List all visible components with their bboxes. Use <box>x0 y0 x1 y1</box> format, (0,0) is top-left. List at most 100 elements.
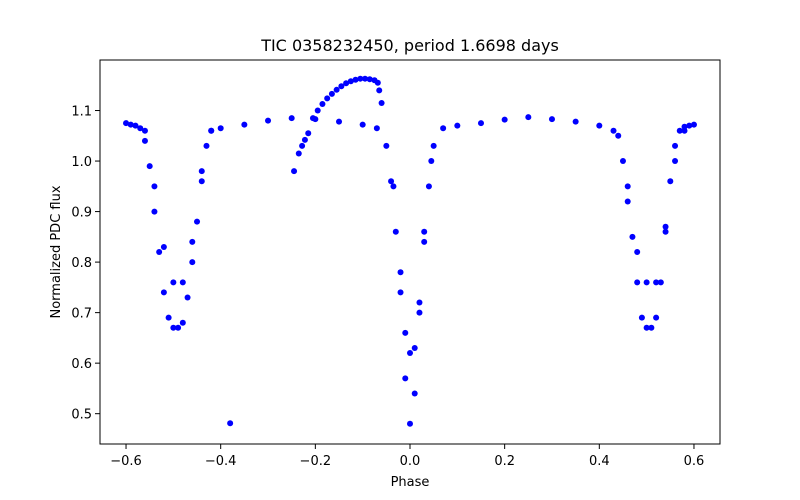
data-point <box>151 183 158 190</box>
data-point <box>227 420 234 427</box>
data-point <box>390 183 397 190</box>
y-tick-label: 0.5 <box>71 408 92 423</box>
data-point <box>165 314 172 321</box>
data-point <box>376 87 383 94</box>
x-tick-label: −0.2 <box>300 454 332 469</box>
data-point <box>362 75 369 82</box>
data-point <box>392 228 399 235</box>
data-point <box>156 249 163 255</box>
data-point <box>347 78 354 85</box>
data-point <box>548 116 555 123</box>
y-tick-label: 0.9 <box>71 206 92 221</box>
data-point <box>425 183 432 190</box>
data-point <box>343 80 350 87</box>
data-point <box>407 350 413 357</box>
data-point <box>328 90 335 97</box>
data-point <box>184 294 191 301</box>
data-point <box>411 345 418 351</box>
data-point <box>299 142 306 149</box>
y-axis-label: Normalized PDC flux <box>49 185 64 318</box>
series-1 <box>141 127 688 357</box>
data-point <box>648 324 655 331</box>
data-point <box>141 137 148 144</box>
data-point <box>596 122 603 129</box>
y-tick-label: 0.7 <box>71 307 92 322</box>
data-point <box>690 121 697 128</box>
data-point <box>265 117 272 124</box>
data-point <box>643 324 650 331</box>
data-point <box>198 168 205 175</box>
data-point <box>170 324 177 331</box>
data-point <box>619 158 626 165</box>
data-point <box>374 79 381 86</box>
data-point <box>638 314 645 321</box>
data-point <box>667 178 674 185</box>
data-point <box>359 121 366 128</box>
data-point <box>402 375 409 382</box>
data-point <box>662 223 669 230</box>
x-tick-label: 0.2 <box>494 454 515 469</box>
data-point <box>305 130 312 137</box>
data-point <box>440 125 447 132</box>
data-point <box>428 158 435 165</box>
data-point <box>629 233 636 240</box>
data-point <box>338 83 345 90</box>
data-point <box>160 243 167 250</box>
data-point <box>411 390 418 397</box>
data-point <box>123 120 130 127</box>
data-point <box>388 178 395 185</box>
data-point <box>288 115 295 122</box>
data-point <box>662 228 669 235</box>
series-2 <box>227 75 385 427</box>
data-point <box>373 125 380 132</box>
data-point <box>175 324 182 331</box>
data-point <box>686 122 693 129</box>
data-point <box>333 86 340 93</box>
data-point <box>634 279 641 286</box>
chart-title: TIC 0358232450, period 1.6698 days <box>260 36 559 55</box>
plot-area <box>123 75 697 427</box>
data-point <box>151 208 158 215</box>
data-point <box>416 309 423 316</box>
data-point <box>676 127 683 134</box>
x-axis-label: Phase <box>391 475 430 490</box>
data-point <box>672 158 679 165</box>
data-point <box>416 299 423 306</box>
data-point <box>241 121 248 128</box>
x-tick-label: −0.6 <box>110 454 142 469</box>
data-point <box>681 127 688 134</box>
data-point <box>615 132 622 139</box>
data-point <box>421 228 428 235</box>
data-point <box>407 420 413 427</box>
data-point <box>643 279 650 286</box>
data-point <box>402 329 409 336</box>
data-point <box>383 142 390 149</box>
x-tick-label: −0.4 <box>205 454 237 469</box>
data-point <box>672 142 679 149</box>
data-point <box>634 249 641 255</box>
data-point <box>324 95 331 102</box>
data-point <box>454 122 461 129</box>
data-point <box>319 100 326 107</box>
data-point <box>198 178 205 185</box>
data-point <box>572 118 579 125</box>
data-point <box>657 279 664 286</box>
data-point <box>352 76 359 83</box>
data-point <box>127 121 134 128</box>
data-point <box>653 279 660 286</box>
y-axis-ticks: 0.5 0.6 0.7 0.8 0.9 1.0 1.1 <box>71 105 100 423</box>
data-point <box>501 116 508 123</box>
y-tick-label: 0.8 <box>71 256 92 271</box>
data-point <box>357 75 364 82</box>
data-point <box>378 99 385 106</box>
x-tick-label: 0.0 <box>400 454 421 469</box>
data-point <box>141 127 148 134</box>
data-point <box>170 279 177 286</box>
data-point <box>301 136 308 143</box>
data-point <box>203 142 210 149</box>
data-point <box>291 168 298 175</box>
data-point <box>610 127 617 134</box>
data-point <box>132 122 139 129</box>
